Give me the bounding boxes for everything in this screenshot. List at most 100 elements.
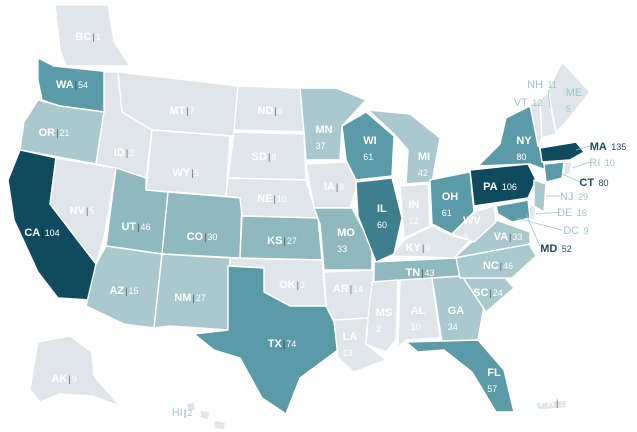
state-ma[interactable] — [539, 141, 585, 163]
state-value: 2 — [129, 148, 135, 158]
state-abbr: WV — [463, 215, 481, 227]
state-bc[interactable] — [54, 4, 131, 67]
state-abbr: AL — [410, 305, 426, 317]
state-label: AZ|15 — [109, 285, 139, 297]
state-hi[interactable] — [185, 401, 227, 431]
state-abbr: DC — [563, 225, 580, 237]
state-ct[interactable] — [543, 161, 565, 183]
state-value: 106 — [501, 182, 517, 192]
state-value: 12 — [408, 216, 419, 226]
state-abbr: RI — [589, 157, 601, 169]
state-value: 61 — [363, 152, 374, 162]
state-value: 9 — [463, 232, 469, 242]
state-wv[interactable] — [451, 205, 497, 243]
state-label: DE 18 — [557, 204, 587, 220]
state-label: OR|21 — [38, 127, 70, 139]
state-abbr: PA — [483, 181, 498, 193]
state-value: 61 — [441, 208, 452, 218]
state-label: KS|27 — [267, 235, 297, 247]
state-value: 104 — [44, 228, 60, 238]
state-label: IN 12 — [409, 196, 420, 228]
state-mi[interactable] — [367, 109, 441, 185]
state-value: 5 — [194, 168, 200, 178]
state-value: 37 — [315, 141, 326, 151]
state-label: OK|3 — [279, 279, 305, 291]
state-value: 5 — [89, 206, 95, 216]
state-md[interactable] — [495, 199, 531, 223]
state-label: PR|1 — [539, 397, 565, 409]
state-ms[interactable] — [365, 279, 399, 353]
state-abbr: SD — [251, 151, 267, 163]
state-value: 11 — [547, 80, 557, 90]
state-label: IA|8 — [323, 181, 345, 193]
state-value: 10 — [276, 194, 287, 204]
state-me[interactable] — [547, 61, 591, 133]
state-abbr: MI — [417, 151, 431, 163]
state-value: 3 — [375, 324, 381, 334]
state-abbr: WY — [172, 167, 191, 179]
state-value: 54 — [78, 80, 89, 90]
state-al[interactable] — [397, 277, 441, 349]
state-abbr: FL — [487, 367, 501, 379]
state-abbr: ME — [565, 87, 583, 99]
state-value: 34 — [447, 322, 458, 332]
state-abbr: NH — [527, 79, 544, 91]
state-label: MS 3 — [376, 304, 393, 336]
state-ga[interactable] — [431, 275, 485, 343]
state-co[interactable] — [161, 191, 243, 259]
state-label: MA 135 — [590, 138, 627, 154]
state-label: WY|5 — [172, 167, 200, 179]
state-nm[interactable] — [153, 253, 231, 331]
state-label: NV|5 — [69, 205, 95, 217]
state-abbr: CT — [579, 177, 595, 189]
state-ri[interactable] — [563, 161, 573, 177]
state-value: 60 — [376, 220, 388, 230]
state-value: 33 — [337, 244, 348, 254]
state-label: NH 11 — [527, 76, 557, 92]
state-label: WA|54 — [55, 79, 89, 91]
state-value: 12 — [532, 98, 543, 108]
state-abbr: PR — [539, 397, 555, 409]
state-label: SC|24 — [473, 287, 503, 299]
state-label: ME 5 — [566, 84, 583, 116]
state-label: AK|9 — [51, 373, 77, 385]
state-label: WV 9 — [463, 212, 481, 244]
state-value: 6 — [277, 106, 283, 116]
state-label: IL 60 — [377, 200, 387, 232]
state-pr[interactable] — [535, 399, 567, 411]
state-label: RI 10 — [589, 154, 614, 170]
state-value: 14 — [353, 284, 364, 294]
state-abbr: HI — [171, 407, 183, 419]
state-value: 33 — [512, 232, 523, 242]
state-in[interactable] — [399, 183, 431, 239]
state-abbr: VT — [513, 97, 528, 109]
state-value: 13 — [342, 348, 353, 358]
state-abbr: IN — [408, 199, 420, 211]
state-label: VA|33 — [493, 231, 523, 243]
state-wy[interactable] — [145, 129, 231, 197]
state-value: 8 — [339, 182, 345, 192]
state-abbr: MA — [589, 141, 607, 153]
state-label: UT|46 — [121, 221, 151, 233]
state-ia[interactable] — [305, 161, 359, 209]
state-abbr: CO — [186, 231, 204, 243]
state-mn[interactable] — [299, 87, 367, 161]
state-ak[interactable] — [29, 335, 121, 407]
state-value: 46 — [140, 222, 151, 232]
state-value: 24 — [492, 288, 503, 298]
state-tx[interactable] — [193, 265, 339, 415]
state-value: 2 — [187, 408, 193, 418]
state-label: MT|7 — [169, 105, 195, 117]
state-abbr: KS — [267, 235, 283, 247]
state-abbr: AZ — [109, 285, 125, 297]
state-abbr: ND — [257, 105, 274, 117]
state-abbr: NC — [482, 260, 499, 272]
state-fl[interactable] — [405, 339, 515, 413]
state-abbr: VA — [493, 231, 509, 243]
state-value: 21 — [59, 128, 70, 138]
state-value: 15 — [128, 286, 139, 296]
state-wi[interactable] — [341, 111, 395, 181]
state-nh[interactable] — [539, 91, 557, 139]
state-va[interactable] — [453, 219, 531, 259]
